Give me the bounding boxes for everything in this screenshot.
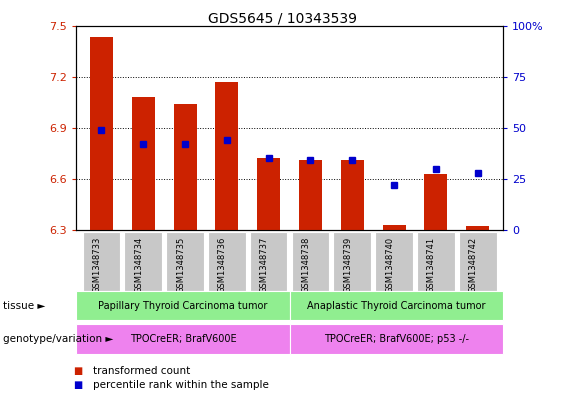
Text: GDS5645 / 10343539: GDS5645 / 10343539 [208, 11, 357, 25]
FancyBboxPatch shape [333, 232, 371, 291]
FancyBboxPatch shape [166, 232, 204, 291]
Text: GSM1348741: GSM1348741 [427, 237, 436, 293]
Text: GSM1348738: GSM1348738 [302, 237, 311, 293]
Text: GSM1348736: GSM1348736 [218, 237, 227, 293]
Bar [341, 160, 364, 230]
Text: GSM1348734: GSM1348734 [134, 237, 143, 293]
Text: Anaplastic Thyroid Carcinoma tumor: Anaplastic Thyroid Carcinoma tumor [307, 301, 485, 310]
Text: GSM1348737: GSM1348737 [260, 237, 268, 293]
FancyBboxPatch shape [208, 232, 246, 291]
Text: Papillary Thyroid Carcinoma tumor: Papillary Thyroid Carcinoma tumor [98, 301, 268, 310]
FancyBboxPatch shape [82, 232, 120, 291]
Bar [424, 174, 447, 230]
Bar [383, 225, 406, 230]
FancyBboxPatch shape [124, 232, 162, 291]
FancyBboxPatch shape [250, 232, 288, 291]
Text: TPOCreER; BrafV600E: TPOCreER; BrafV600E [129, 334, 236, 344]
Text: transformed count: transformed count [93, 366, 190, 376]
Text: GSM1348740: GSM1348740 [385, 237, 394, 293]
Bar [215, 82, 238, 230]
FancyBboxPatch shape [292, 232, 329, 291]
Bar [90, 37, 113, 230]
Text: genotype/variation ►: genotype/variation ► [3, 334, 113, 344]
Text: TPOCreER; BrafV600E; p53 -/-: TPOCreER; BrafV600E; p53 -/- [324, 334, 469, 344]
Text: percentile rank within the sample: percentile rank within the sample [93, 380, 269, 390]
Text: GSM1348733: GSM1348733 [92, 237, 101, 293]
Bar [299, 160, 322, 230]
Text: GSM1348742: GSM1348742 [469, 237, 478, 293]
Bar [466, 226, 489, 230]
FancyBboxPatch shape [459, 232, 497, 291]
FancyBboxPatch shape [375, 232, 413, 291]
Bar [132, 97, 155, 230]
Bar [257, 158, 280, 230]
Text: ■: ■ [73, 366, 82, 376]
Text: tissue ►: tissue ► [3, 301, 45, 310]
FancyBboxPatch shape [417, 232, 455, 291]
Text: GSM1348739: GSM1348739 [344, 237, 353, 293]
Bar [173, 104, 197, 230]
Text: ■: ■ [73, 380, 82, 390]
Text: GSM1348735: GSM1348735 [176, 237, 185, 293]
